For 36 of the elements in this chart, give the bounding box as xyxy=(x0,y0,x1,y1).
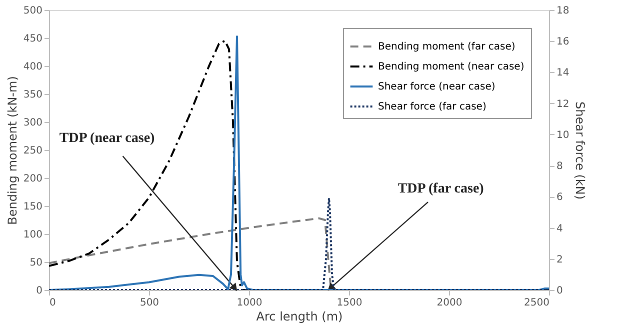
y2-tick-label: 12 xyxy=(556,98,570,110)
y-axis-title: Bending moment (kN-m) xyxy=(5,76,20,225)
x-tick-label: 500 xyxy=(140,298,160,308)
y-tick-label: 0 xyxy=(36,286,42,296)
legend-label: Shear force (near case) xyxy=(378,82,496,92)
y2-tick-label: 8 xyxy=(556,161,563,172)
x-tick-label: 2000 xyxy=(436,298,462,308)
x-axis-title: Arc length (m) xyxy=(256,310,343,324)
y2-tick-label: 14 xyxy=(556,68,570,79)
y-tick-label: 100 xyxy=(23,230,42,240)
annotation: TDP (near case) xyxy=(59,131,156,146)
legend-label: Bending moment (far case) xyxy=(378,42,516,52)
x-tick-label: 0 xyxy=(50,298,56,308)
y-tick-label: 250 xyxy=(23,146,42,156)
legend-label: Shear force (far case) xyxy=(378,102,486,112)
y2-tick-label: 18 xyxy=(556,6,570,16)
y-tick-label: 50 xyxy=(30,258,42,268)
y-tick-label: 400 xyxy=(23,62,42,72)
y-tick-label: 350 xyxy=(23,90,42,100)
y-tick-label: 450 xyxy=(23,34,42,44)
y2-axis-title: Shear force (kN) xyxy=(573,101,588,200)
x-tick-label: 1500 xyxy=(336,298,362,308)
y-tick-label: 300 xyxy=(23,118,42,128)
y-tick-label: 200 xyxy=(23,174,42,184)
y2-tick-label: 16 xyxy=(556,36,570,48)
y2-tick-label: 2 xyxy=(556,254,563,266)
y2-tick-label: 10 xyxy=(556,130,570,141)
x-tick-label: 1000 xyxy=(236,298,262,308)
x-tick-label: 2500 xyxy=(524,298,550,308)
y2-tick-label: 4 xyxy=(556,223,563,234)
y-tick-label: 500 xyxy=(23,6,42,16)
y2-tick-label: 0 xyxy=(556,286,563,296)
y2-tick-label: 6 xyxy=(556,192,563,204)
annotation: TDP (far case) xyxy=(398,182,484,197)
legend-label: Bending moment (near case) xyxy=(378,62,524,72)
y-tick-label: 150 xyxy=(23,202,42,212)
